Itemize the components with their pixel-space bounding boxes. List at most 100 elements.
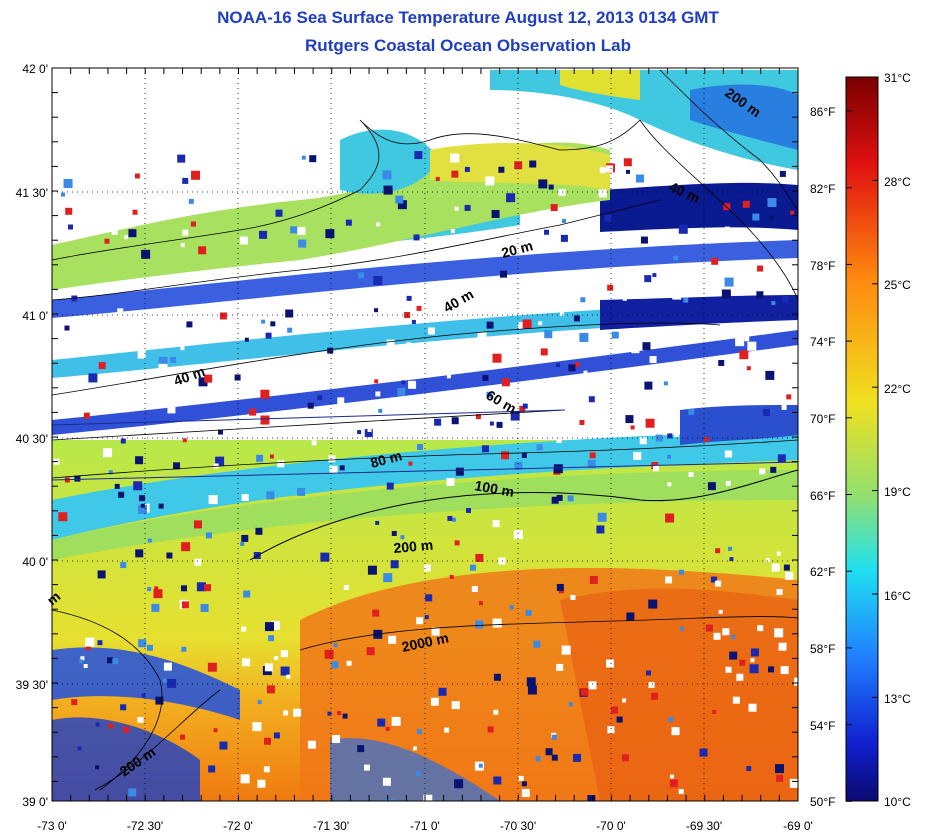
speckle — [74, 475, 81, 482]
speckle — [780, 666, 789, 675]
colorbar — [845, 76, 879, 802]
track-lines — [51, 409, 799, 481]
coastline — [51, 69, 799, 791]
speckle — [241, 534, 249, 542]
speckle — [147, 587, 152, 592]
speckle — [711, 257, 719, 265]
isobath-label: 20 m — [500, 237, 535, 261]
speckle — [108, 723, 114, 729]
speckle — [151, 603, 160, 612]
speckle — [434, 418, 442, 426]
speckle — [414, 151, 423, 160]
speckle — [234, 313, 244, 323]
speckle — [699, 748, 708, 757]
colorbar-fahrenheit-label: 82°F — [810, 182, 835, 196]
speckle — [573, 753, 582, 762]
speckle — [337, 711, 342, 716]
speckle — [118, 491, 125, 498]
speckle — [579, 419, 585, 425]
speckle — [335, 293, 344, 302]
speckle — [134, 173, 140, 179]
speckle — [786, 394, 792, 400]
speckle — [219, 312, 227, 320]
speckle — [71, 699, 78, 706]
speckle — [680, 626, 685, 631]
speckle — [61, 192, 66, 197]
colorbar-celsius-label: 19°C — [884, 485, 911, 499]
speckle — [678, 569, 684, 575]
speckle — [485, 176, 495, 186]
speckle — [181, 165, 186, 170]
speckle — [416, 443, 423, 450]
speckle — [522, 240, 532, 250]
speckle — [327, 347, 334, 354]
speckle — [266, 319, 271, 324]
speckle — [514, 461, 523, 470]
speckle — [297, 227, 306, 236]
speckle — [137, 350, 146, 359]
speckle — [750, 648, 759, 657]
speckle — [135, 549, 144, 558]
speckle — [64, 325, 70, 331]
speckle — [718, 609, 723, 614]
speckle — [243, 590, 251, 598]
speckle — [337, 397, 345, 405]
speckle — [683, 297, 689, 303]
speckle — [261, 319, 266, 324]
speckle — [375, 520, 380, 525]
speckle — [450, 229, 455, 234]
speckle — [193, 520, 202, 529]
speckle — [182, 177, 189, 184]
speckle — [249, 408, 257, 416]
x-tick-label: -71 0' — [410, 819, 440, 833]
y-tick-label: 41 30' — [16, 186, 48, 200]
speckle — [781, 404, 787, 410]
speckle — [558, 417, 563, 422]
speckle — [242, 658, 251, 667]
speckle — [774, 628, 784, 638]
speckle — [280, 666, 290, 676]
speckle — [739, 659, 746, 666]
speckle — [260, 389, 270, 399]
speckle — [672, 290, 682, 300]
speckle — [146, 644, 153, 651]
speckle — [97, 640, 103, 646]
speckle — [208, 495, 218, 505]
speckle — [492, 618, 502, 628]
speckle — [759, 468, 766, 475]
speckle — [240, 541, 245, 546]
speckle — [397, 387, 406, 396]
speckle — [244, 337, 249, 342]
speckle — [514, 161, 523, 170]
speckle — [729, 557, 734, 562]
speckle — [158, 503, 164, 509]
speckle — [411, 319, 416, 324]
speckle — [736, 673, 744, 681]
speckle — [688, 408, 695, 415]
speckle — [273, 732, 280, 739]
speckle — [83, 412, 90, 419]
speckle — [589, 452, 596, 459]
speckle — [776, 551, 781, 556]
speckle — [451, 417, 459, 425]
speckle — [257, 194, 262, 199]
speckle — [513, 530, 523, 540]
speckle — [108, 470, 113, 475]
speckle — [731, 635, 736, 640]
speckle — [213, 728, 218, 733]
speckle — [454, 206, 459, 211]
speckle — [63, 178, 73, 188]
speckle — [375, 391, 381, 397]
speckle — [372, 609, 380, 617]
speckle — [390, 560, 399, 569]
speckle — [553, 464, 563, 474]
speckle — [781, 295, 789, 303]
speckle — [611, 706, 619, 714]
isobath-label: 80 m — [369, 447, 404, 471]
speckle — [378, 408, 383, 413]
speckle — [301, 155, 306, 160]
speckle — [544, 330, 553, 339]
speckle — [607, 726, 615, 734]
y-tick-label: 42 0' — [22, 62, 48, 76]
colorbar-celsius-label: 22°C — [884, 382, 911, 396]
